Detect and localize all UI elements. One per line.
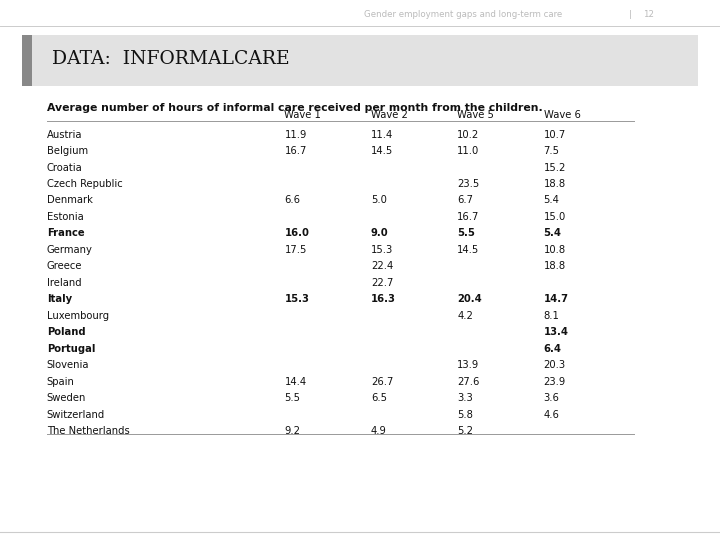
Text: 9.2: 9.2 [284, 426, 300, 436]
Text: 14.4: 14.4 [284, 377, 307, 387]
Text: Wave 1: Wave 1 [284, 110, 321, 120]
Text: 22.4: 22.4 [371, 261, 393, 272]
Text: Croatia: Croatia [47, 163, 83, 173]
Text: 6.4: 6.4 [544, 343, 562, 354]
Text: 4.2: 4.2 [457, 311, 473, 321]
Text: The Netherlands: The Netherlands [47, 426, 130, 436]
Text: Average number of hours of informal care received per month from the children.: Average number of hours of informal care… [47, 103, 543, 113]
Text: 17.5: 17.5 [284, 245, 307, 255]
Text: 6.5: 6.5 [371, 393, 387, 403]
Text: 13.9: 13.9 [457, 360, 480, 370]
Text: |: | [629, 10, 632, 19]
Text: 18.8: 18.8 [544, 261, 566, 272]
Text: 5.5: 5.5 [457, 228, 475, 239]
Text: 5.4: 5.4 [544, 228, 562, 239]
Text: 3.3: 3.3 [457, 393, 473, 403]
Text: 4.9: 4.9 [371, 426, 387, 436]
Text: DATA:  INFORMALCARE: DATA: INFORMALCARE [52, 50, 289, 69]
Text: Czech Republic: Czech Republic [47, 179, 122, 189]
Text: 9.0: 9.0 [371, 228, 388, 239]
Text: 11.9: 11.9 [284, 130, 307, 140]
Text: 6.7: 6.7 [457, 195, 473, 206]
Text: Wave 2: Wave 2 [371, 110, 408, 120]
Text: Austria: Austria [47, 130, 82, 140]
Text: Wave 5: Wave 5 [457, 110, 494, 120]
Text: 16.3: 16.3 [371, 294, 396, 305]
Text: 10.7: 10.7 [544, 130, 566, 140]
Text: 20.4: 20.4 [457, 294, 482, 305]
Text: Gender employment gaps and long-term care: Gender employment gaps and long-term car… [364, 10, 562, 19]
Text: 16.7: 16.7 [457, 212, 480, 222]
Text: Luxembourg: Luxembourg [47, 311, 109, 321]
Text: Slovenia: Slovenia [47, 360, 89, 370]
Text: Sweden: Sweden [47, 393, 86, 403]
Text: Denmark: Denmark [47, 195, 93, 206]
Text: 22.7: 22.7 [371, 278, 393, 288]
Text: Italy: Italy [47, 294, 72, 305]
Text: 20.3: 20.3 [544, 360, 566, 370]
Text: France: France [47, 228, 84, 239]
Text: Germany: Germany [47, 245, 93, 255]
Text: 8.1: 8.1 [544, 311, 559, 321]
Text: Greece: Greece [47, 261, 82, 272]
Text: Wave 6: Wave 6 [544, 110, 580, 120]
Text: Spain: Spain [47, 377, 75, 387]
Text: 5.4: 5.4 [544, 195, 559, 206]
Text: 23.5: 23.5 [457, 179, 480, 189]
Text: 14.5: 14.5 [457, 245, 480, 255]
Text: Poland: Poland [47, 327, 86, 338]
Text: 5.0: 5.0 [371, 195, 387, 206]
Text: 16.7: 16.7 [284, 146, 307, 156]
Text: 26.7: 26.7 [371, 377, 393, 387]
Text: 15.2: 15.2 [544, 163, 566, 173]
Text: 14.7: 14.7 [544, 294, 569, 305]
Text: Estonia: Estonia [47, 212, 84, 222]
Text: 18.8: 18.8 [544, 179, 566, 189]
Text: Portugal: Portugal [47, 343, 95, 354]
Text: 11.0: 11.0 [457, 146, 480, 156]
Text: 15.0: 15.0 [544, 212, 566, 222]
Text: Belgium: Belgium [47, 146, 88, 156]
Text: 15.3: 15.3 [284, 294, 310, 305]
Text: Switzerland: Switzerland [47, 409, 105, 420]
Text: 15.3: 15.3 [371, 245, 393, 255]
Text: 6.6: 6.6 [284, 195, 300, 206]
Text: 5.8: 5.8 [457, 409, 473, 420]
Text: 10.2: 10.2 [457, 130, 480, 140]
Text: 27.6: 27.6 [457, 377, 480, 387]
Text: 3.6: 3.6 [544, 393, 559, 403]
Text: 11.4: 11.4 [371, 130, 393, 140]
Text: 23.9: 23.9 [544, 377, 566, 387]
Text: 10.8: 10.8 [544, 245, 566, 255]
Text: Ireland: Ireland [47, 278, 81, 288]
Text: 14.5: 14.5 [371, 146, 393, 156]
Text: 16.0: 16.0 [284, 228, 310, 239]
Text: 5.2: 5.2 [457, 426, 473, 436]
Text: 5.5: 5.5 [284, 393, 300, 403]
Text: 13.4: 13.4 [544, 327, 569, 338]
Text: 7.5: 7.5 [544, 146, 559, 156]
Text: 4.6: 4.6 [544, 409, 559, 420]
Text: 12: 12 [643, 10, 654, 19]
